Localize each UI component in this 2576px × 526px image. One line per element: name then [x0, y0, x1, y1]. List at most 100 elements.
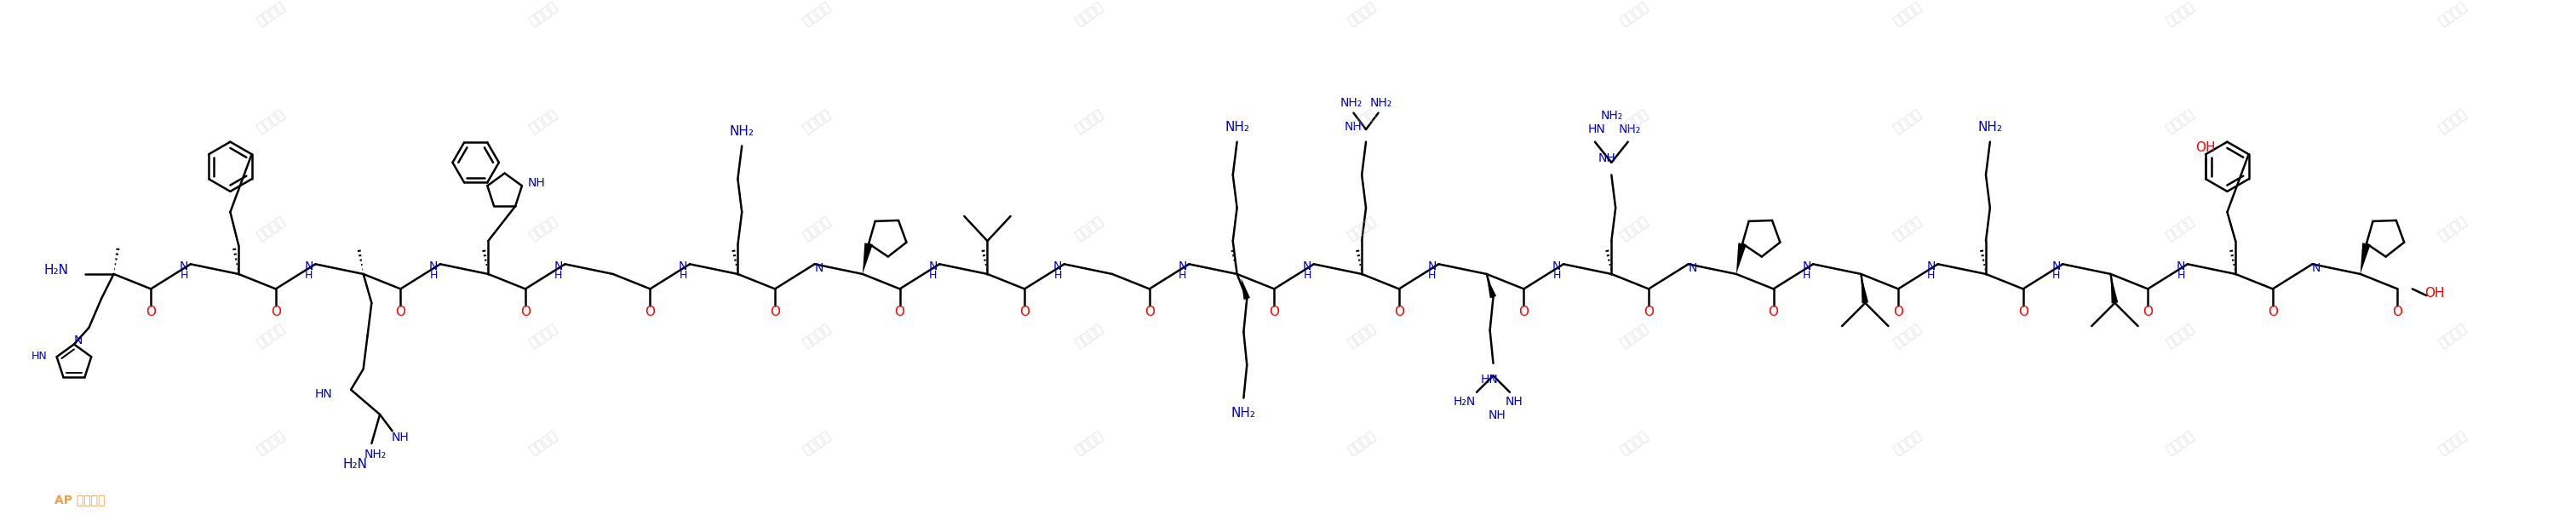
- Text: 专肽生物: 专肽生物: [255, 429, 286, 458]
- Text: H: H: [554, 270, 562, 281]
- Text: O: O: [1020, 306, 1030, 318]
- Text: OH: OH: [2424, 287, 2445, 299]
- Text: N: N: [180, 261, 188, 272]
- Text: N: N: [2177, 261, 2184, 272]
- Text: 专肽生物: 专肽生物: [801, 0, 832, 28]
- Text: H: H: [180, 270, 188, 281]
- Text: 专肽生物: 专肽生物: [1345, 107, 1378, 135]
- Polygon shape: [1860, 274, 1868, 304]
- Text: N: N: [75, 334, 82, 346]
- Text: 专肽生物: 专肽生物: [1618, 429, 1651, 458]
- Text: N: N: [680, 261, 688, 272]
- Text: 专肽生物: 专肽生物: [1345, 322, 1378, 350]
- Text: O: O: [1893, 306, 1904, 318]
- Text: O: O: [644, 306, 654, 318]
- Text: 专肽生物: 专肽生物: [1072, 322, 1105, 350]
- Polygon shape: [2360, 243, 2370, 274]
- Text: HN: HN: [1587, 124, 1605, 135]
- Text: 专肽生物: 专肽生物: [801, 322, 832, 350]
- Text: 专肽生物: 专肽生物: [1891, 107, 1924, 135]
- Text: 专肽生物: 专肽生物: [255, 215, 286, 242]
- Text: 专肽生物: 专肽生物: [528, 429, 559, 458]
- Text: O: O: [2017, 306, 2027, 318]
- Text: HN: HN: [31, 350, 46, 361]
- Text: NH₂: NH₂: [366, 448, 386, 460]
- Text: N: N: [927, 261, 938, 272]
- Text: 专肽生物: 专肽生物: [2164, 429, 2197, 458]
- Text: N: N: [554, 261, 562, 272]
- Text: HN: HN: [314, 388, 332, 400]
- Text: H: H: [430, 270, 438, 281]
- Text: N: N: [1687, 262, 1698, 274]
- Text: N: N: [430, 261, 438, 272]
- Text: H: H: [930, 270, 938, 281]
- Text: 专肽生物: 专肽生物: [2437, 107, 2470, 135]
- Text: NH₂: NH₂: [1340, 97, 1363, 109]
- Text: NH: NH: [1504, 396, 1522, 408]
- Text: NH₂: NH₂: [1231, 407, 1257, 419]
- Text: 专肽生物: 专肽生物: [255, 0, 286, 28]
- Text: N: N: [814, 262, 824, 274]
- Text: 专肽生物: 专肽生物: [1891, 322, 1924, 350]
- Text: 专肽生物: 专肽生物: [801, 215, 832, 242]
- Text: 专肽生物: 专肽生物: [255, 107, 286, 135]
- Text: OH: OH: [2195, 141, 2215, 154]
- Text: H: H: [1803, 270, 1811, 281]
- Text: O: O: [270, 306, 281, 318]
- Text: NH: NH: [1345, 121, 1363, 133]
- Text: O: O: [1270, 306, 1280, 318]
- Text: 专肽生物: 专肽生物: [801, 107, 832, 135]
- Text: AP 专肽生物: AP 专肽生物: [54, 493, 106, 505]
- Text: 专肽生物: 专肽生物: [528, 0, 559, 28]
- Text: H₂N: H₂N: [44, 264, 67, 276]
- Text: 专肽生物: 专肽生物: [1618, 215, 1651, 242]
- Text: H: H: [1177, 270, 1188, 281]
- Text: 专肽生物: 专肽生物: [2164, 215, 2197, 242]
- Text: O: O: [1643, 306, 1654, 318]
- Text: H: H: [2053, 270, 2061, 281]
- Text: N: N: [2313, 262, 2321, 274]
- Text: N: N: [1303, 261, 1311, 272]
- Text: 专肽生物: 专肽生物: [255, 322, 286, 350]
- Text: 专肽生物: 专肽生物: [2164, 322, 2197, 350]
- Text: 专肽生物: 专肽生物: [1072, 107, 1105, 135]
- Text: 专肽生物: 专肽生物: [1891, 0, 1924, 28]
- Text: N: N: [1553, 261, 1561, 272]
- Text: H: H: [304, 270, 312, 281]
- Text: O: O: [1394, 306, 1404, 318]
- Text: HN: HN: [1481, 374, 1497, 386]
- Text: H: H: [1427, 270, 1435, 281]
- Text: 专肽生物: 专肽生物: [1891, 429, 1924, 458]
- Text: 专肽生物: 专肽生物: [1618, 322, 1651, 350]
- Text: O: O: [1144, 306, 1154, 318]
- Text: H: H: [1054, 270, 1061, 281]
- Text: 专肽生物: 专肽生物: [801, 429, 832, 458]
- Text: 专肽生物: 专肽生物: [528, 322, 559, 350]
- Text: NH: NH: [1600, 153, 1615, 164]
- Polygon shape: [863, 243, 873, 274]
- Text: 专肽生物: 专肽生物: [1891, 215, 1924, 242]
- Text: 专肽生物: 专肽生物: [1072, 429, 1105, 458]
- Text: NH: NH: [392, 432, 410, 443]
- Text: H: H: [2177, 270, 2184, 281]
- Text: O: O: [1520, 306, 1530, 318]
- Text: NH₂: NH₂: [1600, 109, 1623, 122]
- Text: O: O: [2143, 306, 2154, 318]
- Polygon shape: [1242, 278, 1249, 300]
- Text: 专肽生物: 专肽生物: [1072, 215, 1105, 242]
- Text: 专肽生物: 专肽生物: [1345, 215, 1378, 242]
- Text: O: O: [2393, 306, 2403, 318]
- Text: 专肽生物: 专肽生物: [1345, 429, 1378, 458]
- Text: O: O: [2267, 306, 2277, 318]
- Text: O: O: [520, 306, 531, 318]
- Text: 专肽生物: 专肽生物: [1618, 0, 1651, 28]
- Text: 专肽生物: 专肽生物: [1618, 107, 1651, 135]
- Text: NH: NH: [1489, 409, 1507, 421]
- Text: N: N: [1177, 261, 1188, 272]
- Text: 专肽生物: 专肽生物: [2164, 0, 2197, 28]
- Polygon shape: [2110, 274, 2117, 304]
- Text: 专肽生物: 专肽生物: [2437, 0, 2470, 28]
- Text: 专肽生物: 专肽生物: [1072, 0, 1105, 28]
- Text: H: H: [1927, 270, 1935, 281]
- Text: 专肽生物: 专肽生物: [2437, 429, 2470, 458]
